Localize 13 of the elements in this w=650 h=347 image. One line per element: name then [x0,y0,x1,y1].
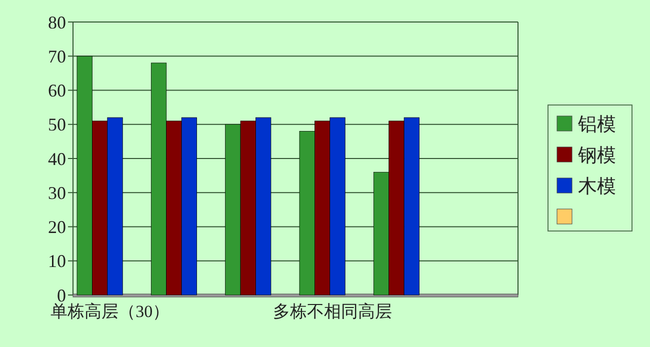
x-tick-label: 单栋高层（30） [50,302,170,321]
x-tick-label: 多栋不相同高层 [273,302,392,321]
legend-label: 木模 [578,176,616,198]
y-tick-label: 80 [48,12,66,32]
y-tick-label: 10 [48,251,66,272]
y-tick-label: 20 [48,217,66,238]
y-tick-label: 40 [48,148,66,169]
y-tick-label: 30 [48,182,66,203]
y-tick-label: 60 [48,80,66,101]
y-tick-label: 70 [48,46,66,66]
y-tick-label: 50 [48,114,66,135]
legend-label: 铝模 [577,114,616,136]
legend-label: 钢模 [577,144,616,167]
